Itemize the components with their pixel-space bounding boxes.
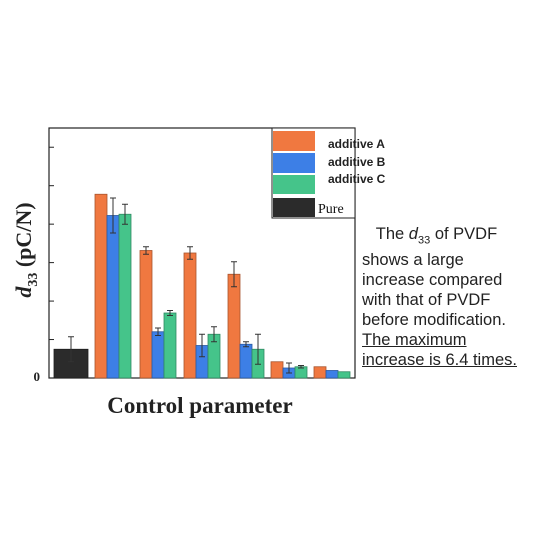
bar-additive-c-6 [337, 371, 351, 379]
legend-swatch-additive-b [273, 153, 315, 173]
error-bar-additive-c-4 [255, 333, 261, 365]
bar-additive-c-1 [118, 213, 132, 379]
legend-swatch-pure [273, 198, 315, 217]
legend-swatch-additive-c [273, 175, 315, 194]
legend: additive A additive B additive C Pure [271, 127, 386, 219]
annotation-line-4: with that of PVDF [362, 291, 491, 310]
annotation-line-2: shows a large [362, 251, 464, 270]
error-bar-additive-b-3 [199, 333, 205, 358]
bar-additive-c-2 [163, 312, 177, 379]
legend-label-additive-a: additive A [328, 137, 385, 151]
bar-additive-a-4 [227, 273, 241, 379]
bar-additive-a-3 [183, 252, 197, 379]
error-bar-group [68, 197, 304, 374]
annotation-line-1: The d33 of PVDF [375, 225, 498, 247]
error-bar-pure [68, 336, 74, 363]
legend-label-pure: Pure [318, 202, 344, 217]
x-axis-label: Control parameter [107, 393, 292, 418]
bar-additive-b-1 [106, 215, 120, 379]
y-axis-subscript: 33 [26, 273, 41, 287]
bar-additive-b-2 [151, 331, 165, 379]
bar-additive-b-6 [325, 370, 339, 379]
annotation-line-5: before modification. [362, 311, 506, 330]
y-axis-unit: (pC/N) [11, 202, 36, 272]
legend-swatch-additive-a [273, 131, 315, 151]
error-bar-additive-c-3 [211, 326, 217, 343]
legend-label-additive-b: additive B [328, 155, 386, 169]
annotation-line-6: The maximum [362, 331, 467, 350]
y-axis-symbol: d [11, 286, 36, 298]
annotation-line-7: increase is 6.4 times. [362, 351, 517, 370]
legend-label-additive-c: additive C [328, 172, 386, 186]
bar-additive-a-6 [313, 366, 327, 379]
y-tick-label: 0 [34, 369, 41, 384]
bar-additive-a-1 [94, 193, 108, 379]
bar-group [53, 193, 351, 379]
error-bar-additive-b-2 [155, 327, 161, 336]
error-bar-additive-a-2 [143, 246, 149, 255]
error-bar-additive-c-1 [122, 203, 128, 225]
error-bar-additive-c-5 [298, 365, 304, 369]
y-axis-ticks [49, 146, 54, 379]
bar-additive-a-2 [139, 250, 153, 379]
bar-additive-b-4 [239, 343, 253, 379]
error-bar-additive-a-3 [187, 246, 193, 260]
error-bar-additive-b-1 [110, 197, 116, 234]
annotation-text: The d33 of PVDF shows a large increase c… [362, 224, 558, 370]
error-bar-additive-a-4 [231, 261, 237, 288]
error-bar-additive-c-2 [167, 310, 173, 316]
error-bar-additive-b-5 [286, 362, 292, 374]
y-axis-label: d33 (pC/N) [11, 202, 41, 297]
error-bar-additive-b-4 [243, 341, 249, 348]
bar-additive-a-5 [270, 361, 284, 379]
annotation-line-3: increase compared [362, 271, 503, 290]
